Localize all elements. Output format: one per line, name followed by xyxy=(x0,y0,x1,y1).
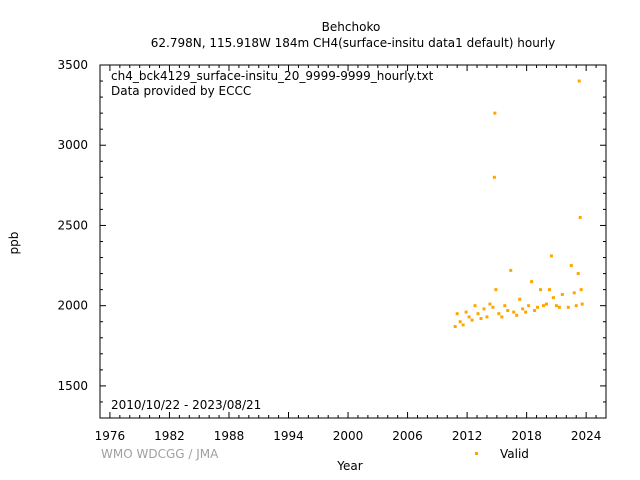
y-tick-label: 1500 xyxy=(57,379,88,393)
y-tick-label: 2000 xyxy=(57,299,88,313)
data-point xyxy=(464,310,468,314)
legend-label-valid: Valid xyxy=(500,447,529,461)
data-point xyxy=(572,291,576,295)
data-point xyxy=(506,308,510,312)
chart-title: Behchoko xyxy=(322,20,381,34)
data-point xyxy=(536,305,540,309)
data-point xyxy=(494,288,498,292)
x-tick-label: 2000 xyxy=(333,429,364,443)
data-point xyxy=(503,304,507,308)
x-tick-label: 2012 xyxy=(452,429,483,443)
x-tick-label: 1982 xyxy=(154,429,185,443)
data-point xyxy=(527,304,531,308)
data-point xyxy=(512,310,516,314)
y-tick-label: 2500 xyxy=(57,218,88,232)
data-point xyxy=(544,302,548,306)
data-point xyxy=(470,318,474,322)
data-point xyxy=(547,288,551,292)
data-point xyxy=(539,288,543,292)
y-tick-label: 3500 xyxy=(57,58,88,72)
data-point xyxy=(576,272,580,276)
data-point xyxy=(492,175,496,179)
data-point xyxy=(455,312,459,316)
legend-marker-valid xyxy=(475,452,478,455)
data-point xyxy=(549,254,553,258)
x-tick-label: 2006 xyxy=(392,429,423,443)
x-tick-label: 1994 xyxy=(273,429,304,443)
data-point xyxy=(509,268,513,272)
data-point xyxy=(533,308,537,312)
frame-layer xyxy=(99,64,607,419)
data-point xyxy=(461,323,465,327)
data-point xyxy=(500,315,504,319)
data-point xyxy=(577,79,581,83)
data-point xyxy=(476,312,480,316)
data-point xyxy=(579,288,583,292)
data-point xyxy=(473,304,477,308)
data-point xyxy=(518,297,522,301)
data-point xyxy=(530,280,534,284)
data-point xyxy=(491,305,495,309)
data-point xyxy=(453,325,457,329)
x-tick-label: 1976 xyxy=(95,429,126,443)
credit-text: WMO WDCGG / JMA xyxy=(101,447,219,461)
data-point xyxy=(541,304,545,308)
data-point xyxy=(479,317,483,321)
data-point xyxy=(566,305,570,309)
data-point xyxy=(482,307,486,311)
file-annotation: ch4_bck4129_surface-insitu_20_9999-9999_… xyxy=(111,69,434,83)
provider-annotation: Data provided by ECCC xyxy=(111,84,251,98)
plot-border xyxy=(99,64,607,419)
x-tick-label: 1988 xyxy=(214,429,245,443)
x-axis-label: Year xyxy=(336,459,362,473)
data-point xyxy=(557,305,561,309)
period-annotation: 2010/10/22 - 2023/08/21 xyxy=(111,398,261,412)
data-point xyxy=(497,312,501,316)
data-point xyxy=(521,307,525,311)
data-layer xyxy=(453,79,584,455)
data-point xyxy=(560,292,564,296)
data-point xyxy=(580,302,584,306)
x-tick-label: 2018 xyxy=(511,429,542,443)
data-point xyxy=(574,304,578,308)
y-tick-label: 3000 xyxy=(57,138,88,152)
data-point xyxy=(569,264,573,268)
data-point xyxy=(493,111,497,115)
data-point xyxy=(488,302,492,306)
x-tick-label: 2024 xyxy=(571,429,602,443)
data-point xyxy=(554,304,558,308)
data-point xyxy=(578,215,582,219)
data-point xyxy=(551,296,555,300)
data-point xyxy=(485,315,489,319)
data-point xyxy=(515,313,519,317)
data-point xyxy=(524,310,528,314)
text-layer: Behchoko 62.798N, 115.918W 184m CH4(surf… xyxy=(7,20,601,473)
chart-subtitle: 62.798N, 115.918W 184m CH4(surface-insit… xyxy=(151,36,555,50)
data-point xyxy=(467,315,471,319)
y-axis-label: ppb xyxy=(7,232,21,255)
data-point xyxy=(458,320,462,324)
